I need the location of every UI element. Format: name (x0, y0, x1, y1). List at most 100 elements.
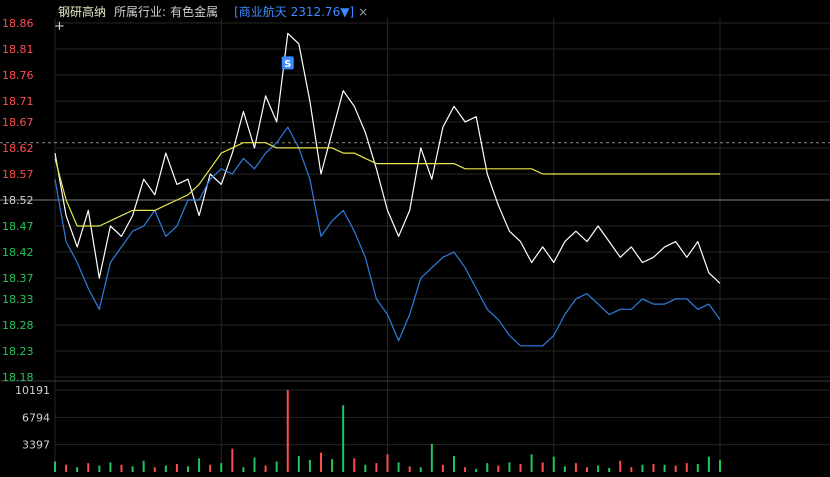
volume-bar (630, 467, 633, 472)
y-tick-label: 18.28 (2, 319, 34, 332)
y-tick-label: 18.76 (2, 69, 34, 82)
price-line (54, 32, 721, 284)
average-line (54, 142, 720, 227)
y-axis-ticks: 18.86 18.81 18.76 18.71 18.67 18.62 18.57 18.52… (2, 17, 34, 384)
close-icon[interactable]: × (358, 5, 369, 19)
volume-bar (586, 467, 588, 472)
volume-bar (608, 467, 611, 472)
s-badge-bg (281, 56, 294, 70)
volume-bar (641, 464, 644, 472)
volume-bar (76, 467, 79, 472)
y-tick-label: 18.52 (2, 194, 34, 207)
industry-value: 有色金属 (170, 5, 219, 19)
volume-bar (109, 462, 112, 472)
industry-label: 所属行业: (114, 5, 167, 19)
volume-tick-label: 3397 (22, 439, 50, 452)
volume-bar (275, 461, 278, 472)
y-tick-label: 18.23 (2, 345, 34, 358)
volume-bar (297, 455, 300, 472)
volume-bar (220, 463, 223, 472)
s-badge-label: S (284, 59, 291, 70)
volume-bar (519, 463, 522, 472)
volume-bar (164, 465, 167, 472)
volume-bar (286, 390, 289, 472)
volume-bar (574, 463, 577, 472)
s-badge[interactable]: S (281, 56, 294, 70)
volume-bar (597, 465, 600, 472)
y-tick-label: 18.18 (2, 371, 34, 384)
volume-bar (242, 467, 245, 472)
volume-bar (696, 463, 699, 472)
y-tick-label: 18.71 (2, 95, 34, 108)
volume-bar (87, 463, 90, 472)
volume-bar (231, 448, 234, 472)
related-index-link[interactable]: [商业航天 2312.76▼] (234, 5, 355, 19)
volume-bar (153, 467, 156, 472)
signal-badges[interactable]: S (281, 56, 294, 70)
reference-lines (0, 142, 830, 201)
volume-bar (674, 465, 677, 472)
volume-bar (65, 464, 68, 472)
volume-bar (308, 459, 311, 472)
volume-bar (419, 467, 422, 472)
volume-bar (486, 463, 489, 472)
volume-bar (54, 461, 56, 472)
y-tick-label: 18.62 (2, 142, 34, 155)
industry-info[interactable]: 所属行业: 有色金属 (114, 5, 226, 19)
volume-bar (98, 465, 101, 472)
y-tick-label: 18.47 (2, 220, 34, 233)
volume-axis-ticks: 10191 6794 3397 (15, 384, 50, 452)
volume-bar (320, 452, 322, 472)
volume-bar (663, 464, 666, 472)
volume-bar (342, 405, 345, 472)
y-tick-label: 18.67 (2, 116, 34, 129)
volume-bar (264, 465, 267, 472)
crosshair-icon[interactable]: + (54, 19, 65, 34)
volume-bar (198, 458, 201, 472)
y-tick-label: 18.86 (2, 17, 34, 30)
y-tick-label: 18.57 (2, 168, 34, 181)
volume-bar (441, 464, 444, 472)
volume-bar (707, 456, 710, 472)
volume-bar (187, 466, 189, 472)
volume-bar (652, 463, 655, 472)
volume-bar (408, 466, 411, 472)
index-line (54, 126, 721, 347)
volume-bar (563, 466, 566, 472)
volume-bar (353, 458, 356, 472)
price-series (54, 32, 721, 347)
volume-bar (464, 467, 467, 472)
volume-bar (430, 443, 433, 472)
y-tick-label: 18.33 (2, 293, 34, 306)
volume-bar (386, 454, 389, 472)
volume-tick-label: 10191 (15, 384, 50, 397)
volume-bar (142, 460, 145, 472)
volume-bar (508, 462, 511, 472)
chart-header: 钢研高纳 所属行业: 有色金属 [商业航天 2312.76▼] × (58, 3, 376, 20)
volume-bar (375, 463, 378, 472)
grid-lines (0, 18, 830, 472)
volume-bar (209, 464, 212, 472)
stock-name[interactable]: 钢研高纳 (58, 5, 107, 19)
volume-bar (719, 459, 721, 472)
volume-bars (54, 390, 721, 472)
volume-bar (175, 463, 178, 472)
volume-bar (253, 457, 256, 472)
volume-bar (497, 465, 500, 472)
volume-bar (331, 459, 334, 472)
volume-bar (397, 462, 400, 472)
volume-bar (453, 455, 455, 472)
volume-bar (530, 454, 533, 472)
y-tick-label: 18.37 (2, 272, 34, 285)
volume-bar (131, 466, 134, 472)
volume-bar (364, 464, 367, 472)
y-tick-label: 18.42 (2, 246, 34, 259)
volume-bar (120, 464, 123, 472)
volume-tick-label: 6794 (22, 411, 50, 424)
volume-bar (541, 462, 544, 472)
volume-bar (475, 468, 478, 472)
volume-bar (619, 460, 622, 472)
volume-bar (685, 463, 688, 472)
y-tick-label: 18.81 (2, 43, 34, 56)
